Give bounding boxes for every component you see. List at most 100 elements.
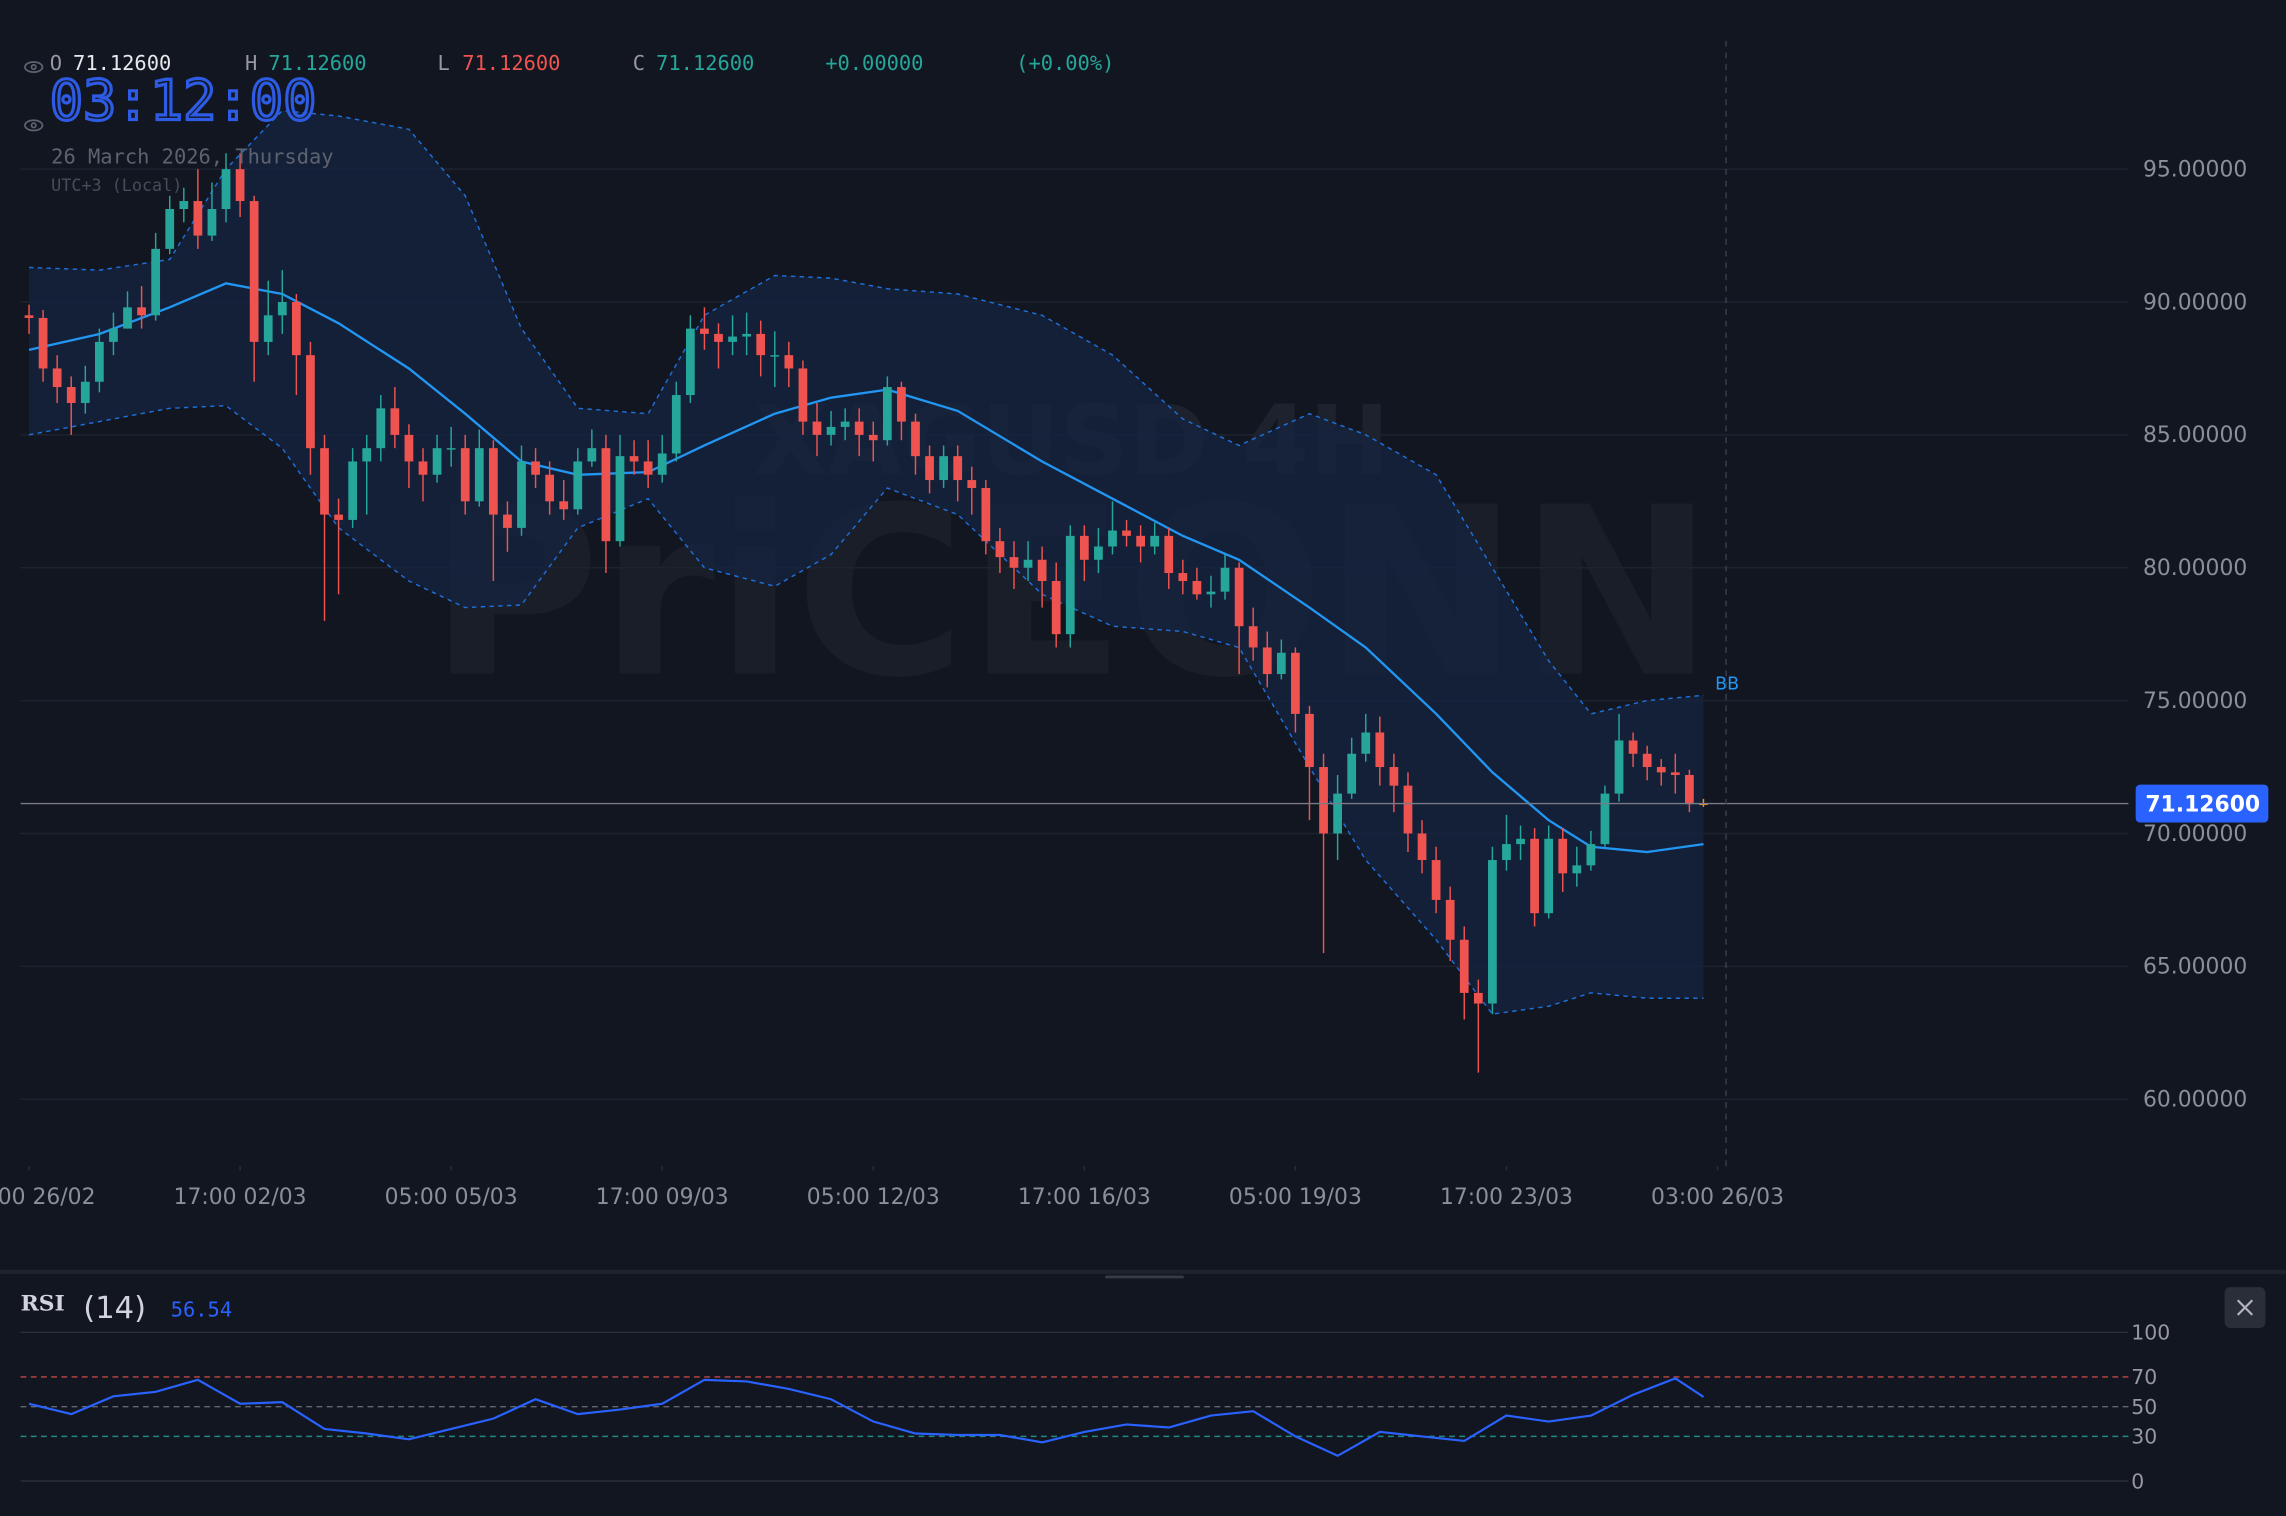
candle-body	[1206, 591, 1216, 595]
candle-body	[1094, 546, 1103, 560]
candle-body	[1136, 535, 1145, 547]
candle-body	[629, 456, 639, 462]
candle-body	[756, 333, 766, 356]
candle-body	[1445, 899, 1455, 940]
close-button[interactable]	[2224, 1287, 2266, 1328]
candle-body	[488, 448, 498, 515]
x-tick-label: 17:00 23/03	[1440, 1185, 1573, 1210]
candle-body	[432, 448, 442, 475]
candle-body	[123, 307, 132, 329]
candle-body	[826, 426, 836, 435]
x-tick-label: 17:00 16/03	[1018, 1185, 1151, 1210]
candle-body	[38, 317, 48, 369]
low-value: 71.12600	[462, 51, 560, 75]
candle-body	[1220, 567, 1230, 592]
date: 26 March 2026, Thursday	[51, 144, 333, 168]
candle-body	[460, 448, 470, 502]
candle-body	[66, 387, 76, 403]
candle-body	[24, 315, 34, 318]
change-pct: (+0.00%)	[1016, 51, 1114, 75]
candle-body	[911, 421, 920, 457]
timezone: UTC+3 (Local)	[51, 175, 182, 195]
y-tick-label: 60.00000	[2143, 1087, 2247, 1112]
candle-body	[1150, 535, 1160, 547]
candle-body	[249, 201, 259, 342]
pane-separator	[0, 1269, 2286, 1275]
high-value: 71.12600	[268, 51, 366, 75]
x-tick-label: 05:00 19/03	[1229, 1185, 1362, 1210]
candle-body	[1276, 652, 1286, 675]
candle-body	[1305, 713, 1314, 768]
candle-body	[80, 381, 90, 403]
last-price-box	[2135, 784, 2269, 823]
candle-body	[854, 421, 864, 435]
clock: 03:12:00	[50, 70, 317, 134]
resize-handle[interactable]	[1105, 1275, 1184, 1279]
x-tick-label: 03:00 26/03	[1651, 1185, 1784, 1210]
candle-body	[503, 514, 512, 528]
ohlc-legend: O 71.12600 H 71.12600 L 71.12600 C 71.12…	[24, 51, 1114, 195]
candle-body	[1361, 732, 1371, 754]
close-label: C	[633, 51, 645, 75]
candle-body	[1333, 793, 1342, 834]
candle-body	[1065, 535, 1075, 635]
candle-body	[897, 387, 906, 422]
y-tick-label: 65.00000	[2143, 955, 2247, 980]
candle-body	[193, 201, 203, 236]
candle-body	[1037, 559, 1047, 582]
candle-body	[1488, 860, 1497, 1004]
y-tick-label: 70.00000	[2143, 822, 2247, 847]
candle-body	[1389, 767, 1399, 786]
candle-body	[137, 307, 146, 316]
candle-body	[798, 368, 808, 422]
rsi-tick-label: 100	[2131, 1321, 2170, 1345]
candle-body	[1572, 865, 1582, 874]
candle-body	[291, 302, 301, 356]
candle-body	[1516, 838, 1525, 845]
candle-body	[1642, 753, 1652, 768]
candle-body	[559, 501, 569, 510]
candle-body	[714, 333, 723, 342]
candle-body	[263, 315, 273, 342]
rsi-pane: RSI (14) 56.54 0 30 50 70 100	[20, 1290, 2170, 1493]
candle-body	[601, 448, 611, 542]
rsi-value: 56.54	[171, 1297, 232, 1321]
candle-body	[334, 514, 343, 520]
candle-body	[531, 461, 540, 475]
candle-body	[545, 474, 555, 502]
candle-body	[967, 480, 977, 489]
candle-body	[728, 336, 737, 342]
candle-body	[981, 488, 991, 542]
candle-body	[348, 461, 358, 520]
candle-body	[109, 328, 118, 342]
eye-icon	[24, 61, 44, 74]
candle-body	[1628, 740, 1638, 754]
candle-body	[784, 355, 794, 369]
y-tick-label: 95.00000	[2143, 157, 2247, 182]
candle-body	[1178, 573, 1188, 582]
rsi-tick-label: 0	[2131, 1469, 2144, 1493]
candle-body	[446, 448, 456, 450]
candle-body	[700, 328, 709, 334]
candle-body	[657, 453, 667, 475]
x-tick-label: 17:00 09/03	[596, 1185, 729, 1210]
candle-body	[770, 355, 780, 357]
candle-body	[221, 169, 231, 210]
candle-body	[1431, 860, 1441, 900]
candle-body	[1319, 767, 1328, 834]
candle-body	[1122, 530, 1131, 536]
candle-body	[1544, 838, 1554, 914]
candle-body	[615, 456, 625, 542]
candle-body	[939, 456, 949, 481]
rsi-tick-label: 70	[2131, 1365, 2157, 1389]
candle-body	[235, 169, 245, 202]
candle-body	[1262, 647, 1272, 675]
candle-body	[1502, 844, 1511, 861]
candle-body	[1586, 844, 1596, 866]
candle-body	[306, 355, 315, 449]
low-label: L	[437, 51, 449, 75]
candle-body	[840, 421, 850, 427]
candle-body	[1023, 559, 1033, 568]
candle-body	[882, 387, 892, 441]
candle-body	[1403, 785, 1413, 834]
